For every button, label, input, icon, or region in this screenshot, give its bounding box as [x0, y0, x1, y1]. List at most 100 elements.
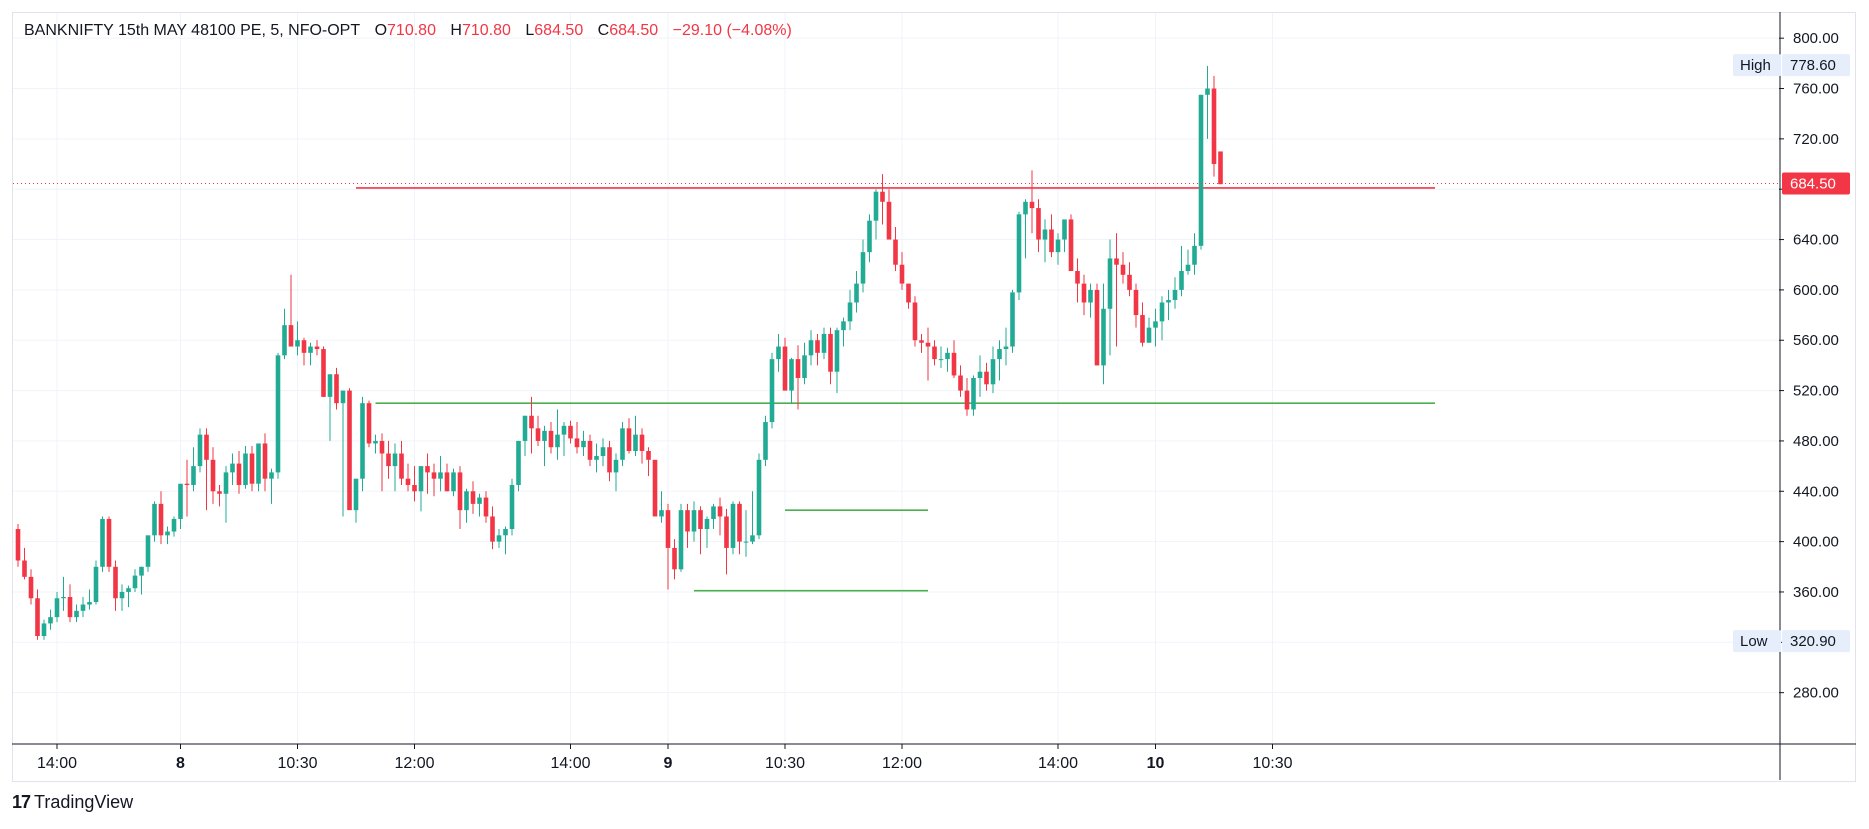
candle-body: [561, 425, 567, 435]
candle: [945, 347, 950, 372]
candle-body: [932, 346, 937, 360]
candle-body: [652, 459, 658, 517]
candle-body: [126, 588, 131, 592]
candle: [444, 463, 450, 492]
candle-body: [938, 359, 944, 361]
tradingview-logo-icon: 17: [12, 792, 31, 812]
candle: [1166, 289, 1171, 321]
candle: [1062, 219, 1067, 253]
candle-body: [1172, 289, 1178, 300]
candle: [704, 516, 710, 548]
candle: [1218, 151, 1223, 185]
candle-body: [223, 472, 229, 494]
candle-body: [607, 447, 612, 473]
time-tick-label: 9: [664, 755, 673, 772]
legend-symbol: BANKNIFTY 15th MAY 48100 PE, 5, NFO-OPT: [24, 22, 361, 39]
candlestick-chart[interactable]: 280.00320.00360.00400.00440.00480.00520.…: [0, 0, 1869, 790]
candle: [217, 484, 222, 507]
legend-high-label: H: [450, 22, 462, 39]
candle: [74, 604, 79, 623]
candle: [366, 400, 372, 448]
candle: [87, 589, 92, 610]
candle: [854, 271, 859, 313]
high-tag-box: [1782, 54, 1850, 77]
candle-body: [243, 453, 248, 485]
candle-body: [821, 333, 827, 353]
candle: [1185, 249, 1191, 275]
candle-body: [808, 340, 814, 356]
candle: [990, 346, 996, 394]
candle: [204, 428, 209, 511]
candle-body: [659, 510, 664, 517]
time-axis[interactable]: 14:00 8 10:30 12:00 14:00 9 10:30 12:00 14:00 10 1…: [37, 744, 1293, 772]
candle: [1120, 252, 1126, 284]
candle: [35, 589, 40, 640]
candle-body: [41, 623, 47, 637]
price-tick-label: 360.00: [1793, 584, 1839, 601]
candle-body: [1192, 245, 1197, 265]
candle-body: [581, 440, 586, 448]
candle-body: [587, 440, 593, 460]
price-tags: 778.60 High 320.90 Low 684.50: [1733, 54, 1850, 653]
candle-body: [87, 602, 92, 605]
legend-change: −29.10 (−4.08%): [672, 22, 792, 39]
candle: [633, 415, 638, 457]
candle-body: [548, 430, 554, 448]
candle: [1133, 283, 1139, 328]
candle: [321, 346, 326, 397]
candle-body: [132, 575, 138, 589]
candle-body: [691, 510, 697, 532]
candle: [665, 503, 671, 590]
candle: [1088, 283, 1093, 318]
candle: [184, 459, 190, 517]
candle: [750, 491, 755, 545]
candle: [1198, 94, 1204, 250]
last-price-tag: 684.50: [1782, 172, 1850, 195]
candle-body: [477, 497, 482, 504]
candle: [815, 333, 820, 366]
price-axis[interactable]: 280.00320.00360.00400.00440.00480.00520.…: [1779, 30, 1839, 702]
candle-body: [633, 434, 638, 451]
candle: [1159, 296, 1165, 341]
tradingview-brand[interactable]: 17 TradingView: [12, 792, 133, 813]
candle: [132, 569, 138, 592]
candle-body: [1166, 299, 1171, 303]
candle: [769, 352, 775, 429]
candle-body: [392, 453, 398, 467]
candle-body: [841, 321, 846, 331]
candle-body: [984, 371, 989, 385]
candle-body: [191, 466, 196, 485]
candle: [61, 576, 66, 611]
candle-body: [698, 510, 703, 530]
candle-body: [678, 510, 684, 570]
candle: [678, 503, 684, 572]
candle: [925, 327, 931, 381]
candle-body: [61, 597, 66, 599]
candle: [1107, 239, 1113, 356]
candle: [119, 584, 125, 611]
candle: [1146, 317, 1152, 343]
candle-body: [119, 591, 125, 599]
legend-high-value: 710.80: [461, 22, 511, 39]
candle: [269, 468, 274, 504]
price-tick-label: 640.00: [1793, 232, 1839, 249]
candle-body: [834, 330, 840, 372]
candle: [763, 415, 768, 467]
candle: [386, 440, 391, 479]
candle-body: [665, 510, 671, 548]
candle-body: [1211, 88, 1217, 165]
candle-body: [880, 191, 885, 202]
candle-body: [48, 617, 53, 624]
candle: [977, 355, 983, 397]
high-tag: 778.60 High: [1733, 54, 1850, 77]
candle: [249, 445, 255, 492]
candle-body: [977, 371, 983, 378]
candle-body: [197, 434, 203, 467]
candle: [730, 501, 736, 555]
low-tag-value: 320.90: [1790, 633, 1836, 650]
price-tick-label: 280.00: [1793, 685, 1839, 702]
candle-body: [1127, 274, 1132, 290]
grid: [13, 13, 1779, 743]
high-tag-value: 778.60: [1790, 57, 1836, 74]
candle: [958, 365, 963, 397]
